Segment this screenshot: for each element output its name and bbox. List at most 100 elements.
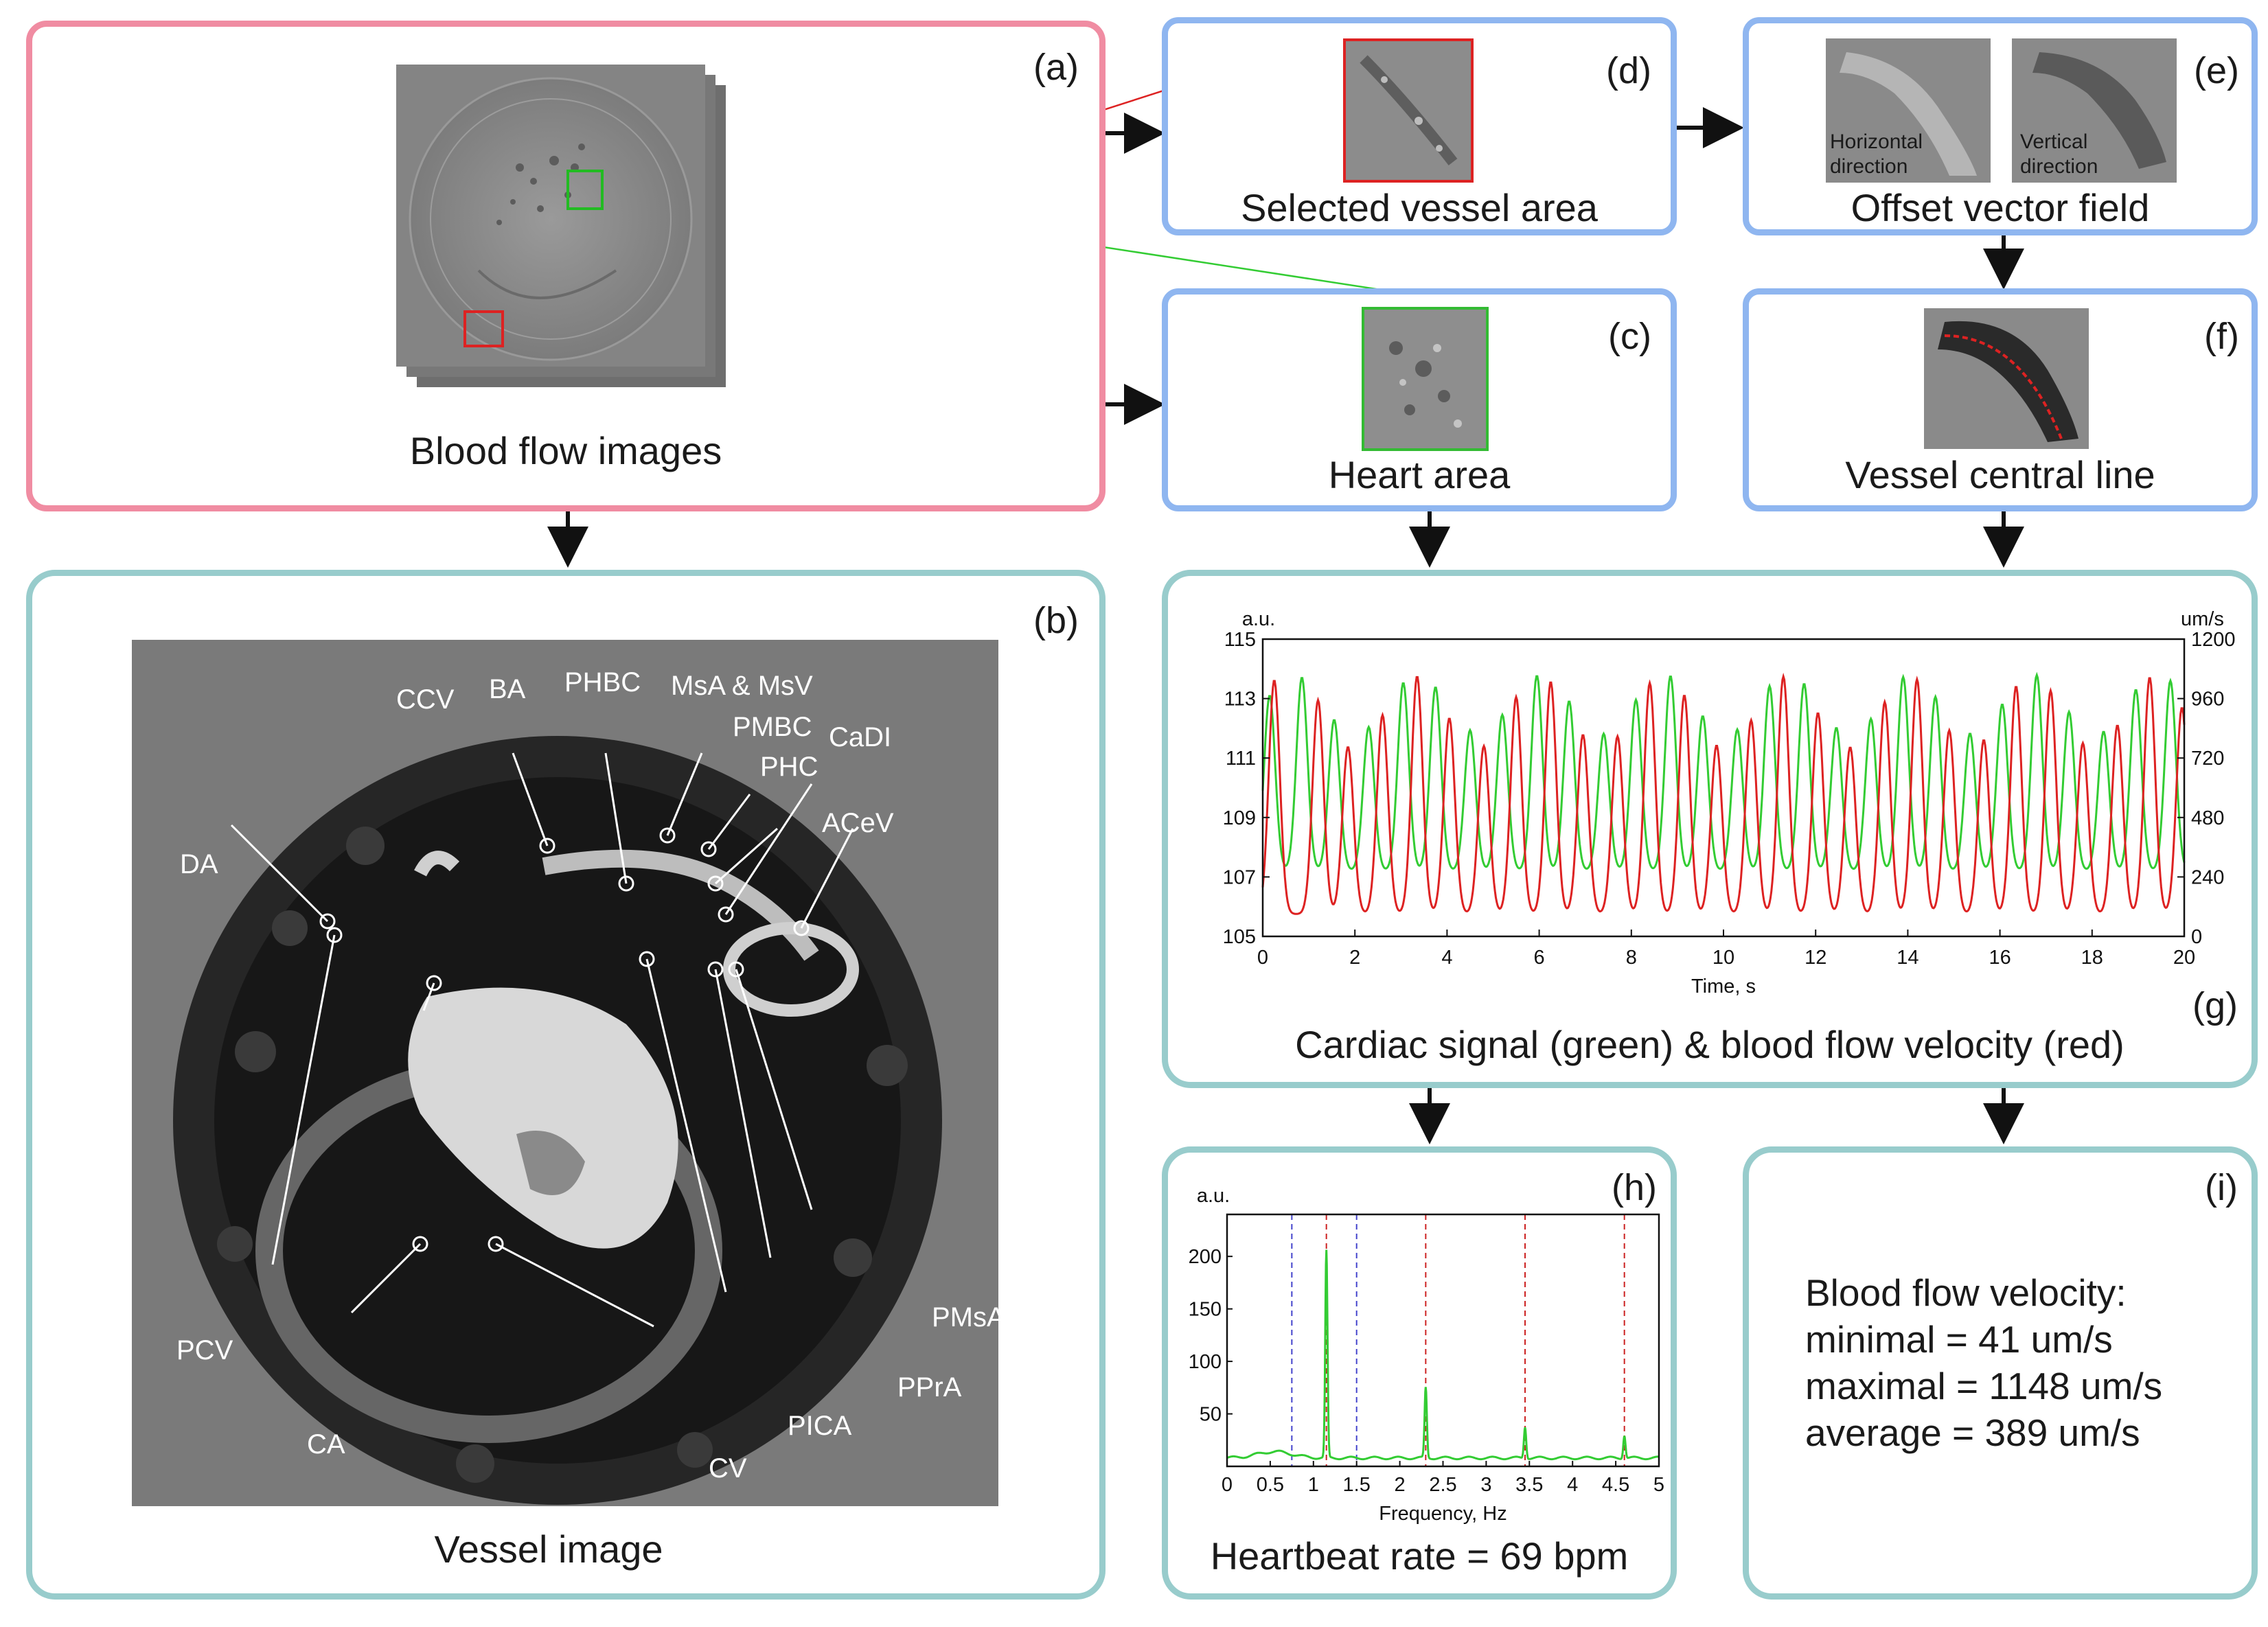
x-tick-label: 2 — [1395, 1474, 1406, 1496]
panel-i-tag: (i) — [2205, 1167, 2238, 1208]
velocity-summary-text: Blood flow velocity: minimal = 41 um/s m… — [1805, 1269, 2162, 1456]
label-acev: ACeV — [822, 808, 894, 838]
y-right-axis-label: um/s — [2181, 608, 2224, 630]
panel-h-frequency-chart: (h) 0 0.5 1 1.5 2 2.5 3 3.5 4 4.5 5 50 100 150 200 a.u.… — [1162, 1146, 1677, 1600]
x-tick-label: 4 — [1441, 947, 1452, 969]
panel-e-offset-vector-field: (e) Horizontal direction Vertical direct… — [1743, 17, 2258, 235]
label-pica: PICA — [788, 1411, 852, 1441]
y-tick-label: 100 — [1189, 1351, 1222, 1373]
flow-arrows — [547, 107, 2024, 1144]
panel-g-signal-chart: (g) 0 2 4 6 8 10 12 14 16 18 20 105 107 109 111 113 115 0… — [1162, 570, 2258, 1088]
x-tick-label: 0.5 — [1257, 1474, 1284, 1496]
y-tick-label: 105 — [1223, 926, 1256, 948]
heart-area-crop — [1362, 307, 1489, 451]
x-tick-label: 8 — [1626, 947, 1637, 969]
y-right-tick-label: 480 — [2191, 807, 2224, 829]
panel-d-caption: Selected vessel area — [1241, 186, 1598, 229]
panel-c-tag: (c) — [1608, 316, 1651, 357]
x-tick-label: 3.5 — [1515, 1474, 1543, 1496]
vertical-label-line1: Vertical — [2020, 130, 2087, 153]
label-ccv: CCV — [396, 684, 455, 715]
velocity-title: Blood flow velocity: — [1805, 1271, 2127, 1314]
y-tick-label: 115 — [1224, 629, 1256, 651]
vessel-image: CCV BA PHBC MsA & MsV PMBC PHC CaDI ACeV… — [132, 640, 998, 1506]
panel-d-selected-vessel-area: (d) Selected vessel area — [1162, 17, 1677, 235]
y-tick-label: 200 — [1189, 1246, 1222, 1268]
spectrum-line — [1226, 1249, 1659, 1461]
blood-flow-image-stack — [396, 65, 726, 387]
panel-a-caption: Blood flow images — [409, 429, 722, 472]
y-tick-label: 111 — [1226, 748, 1256, 770]
panel-g-tag: (g) — [2192, 985, 2238, 1026]
x-axis-label: Frequency, Hz — [1379, 1503, 1507, 1525]
x-tick-label: 10 — [1713, 947, 1734, 969]
panel-h-caption: Heartbeat rate = 69 bpm — [1210, 1534, 1629, 1578]
y-tick-label: 50 — [1200, 1404, 1222, 1426]
panel-f-tag: (f) — [2204, 316, 2239, 357]
central-line-image — [1924, 308, 2089, 449]
y-right-tick-label: 960 — [2191, 689, 2224, 711]
x-tick-label: 0 — [1257, 947, 1268, 969]
x-tick-label: 2 — [1349, 947, 1360, 969]
vertical-label-line2: direction — [2020, 155, 2098, 178]
label-ca: CA — [307, 1429, 345, 1459]
annotation-lines — [230, 752, 854, 1328]
panel-d-tag: (d) — [1606, 50, 1651, 91]
panel-g-caption: Cardiac signal (green) & blood flow velo… — [1295, 1023, 2124, 1066]
label-ppra: PPrA — [897, 1372, 962, 1403]
x-tick-label: 2.5 — [1429, 1474, 1456, 1496]
heart-area-marker — [566, 170, 604, 210]
y-right-tick-label: 0 — [2191, 926, 2202, 948]
annotation-markers — [319, 827, 810, 1252]
y-right-tick-label: 720 — [2191, 748, 2224, 770]
frequency-spectrum-chart: 0 0.5 1 1.5 2 2.5 3 3.5 4 4.5 5 50 100 150 200 a.u. Freq… — [1189, 1185, 1664, 1525]
y-tick-label: 109 — [1223, 807, 1256, 829]
horizontal-label-line1: Horizontal — [1830, 130, 1923, 153]
chart-g-frame — [1261, 638, 2186, 938]
label-cadi: CaDI — [829, 722, 891, 752]
x-tick-label: 6 — [1534, 947, 1545, 969]
label-pmsa: PMsA — [932, 1302, 998, 1332]
panel-e-tag: (e) — [2194, 50, 2239, 91]
x-axis-label: Time, s — [1691, 976, 1756, 997]
velocity-maximal: maximal = 1148 um/s — [1805, 1365, 2163, 1407]
x-tick-label: 4 — [1567, 1474, 1578, 1496]
y-tick-label: 113 — [1224, 689, 1256, 711]
panel-b-caption: Vessel image — [434, 1527, 663, 1571]
x-tick-label: 14 — [1897, 947, 1918, 969]
panel-a-blood-flow-images: (a) Blood flow images — [26, 21, 1106, 511]
cardiac-velocity-chart: 0 2 4 6 8 10 12 14 16 18 20 105 107 109 111 113 115 0 240 4… — [1223, 608, 2236, 997]
x-tick-label: 16 — [1989, 947, 2011, 969]
panel-i-velocity-summary: (i) Blood flow velocity: minimal = 41 um… — [1743, 1146, 2258, 1600]
panel-f-vessel-central-line: (f) Vessel central line — [1743, 288, 2258, 511]
vertical-offset-map: Vertical direction — [2012, 38, 2177, 183]
x-tick-label: 1 — [1308, 1474, 1319, 1496]
panel-a-tag: (a) — [1033, 47, 1079, 88]
x-tick-label: 4.5 — [1602, 1474, 1629, 1496]
velocity-line — [1261, 672, 2186, 915]
x-tick-label: 3 — [1480, 1474, 1491, 1496]
x-tick-label: 12 — [1805, 947, 1826, 969]
label-ba: BA — [489, 674, 526, 704]
y-axis-label: a.u. — [1242, 608, 1275, 630]
label-da: DA — [180, 849, 218, 879]
x-tick-label: 1.5 — [1343, 1474, 1371, 1496]
panel-e-caption: Offset vector field — [1851, 186, 2150, 229]
y-right-tick-label: 1200 — [2191, 629, 2236, 651]
panel-b-tag: (b) — [1033, 600, 1079, 641]
vessel-area-marker — [463, 310, 504, 347]
horizontal-offset-map: Horizontal direction — [1826, 38, 1991, 183]
label-msa-msv: MsA & MsV — [671, 671, 813, 701]
label-phbc: PHBC — [564, 667, 641, 697]
velocity-average: average = 389 um/s — [1805, 1411, 2140, 1454]
horizontal-label-line2: direction — [1830, 155, 1908, 178]
velocity-minimal: minimal = 41 um/s — [1805, 1318, 2113, 1361]
label-pcv: PCV — [176, 1335, 233, 1365]
label-pmbc: PMBC — [733, 712, 812, 742]
y-tick-label: 107 — [1223, 866, 1256, 888]
label-cv: CV — [709, 1453, 747, 1484]
panel-f-caption: Vessel central line — [1845, 453, 2155, 496]
y-axis-label: a.u. — [1197, 1185, 1230, 1207]
panel-c-caption: Heart area — [1328, 453, 1511, 496]
x-tick-label: 20 — [2173, 947, 2195, 969]
